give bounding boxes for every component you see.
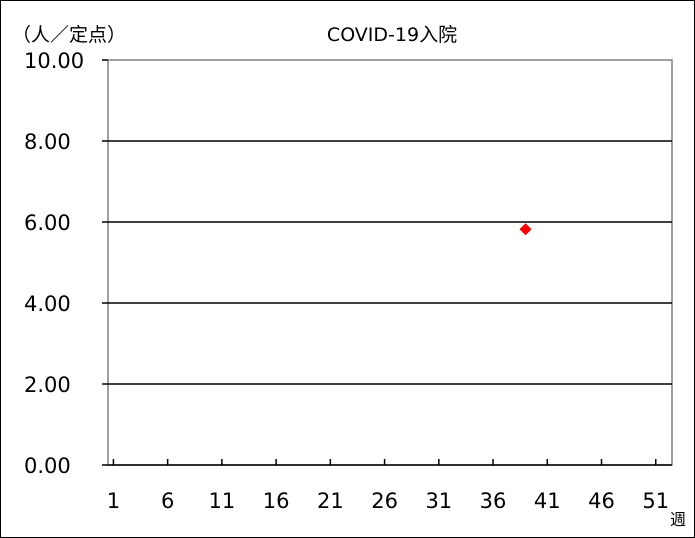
plot-border [107,59,673,466]
x-tick-label: 16 [263,489,290,513]
y-tick-label: 0.00 [24,454,71,478]
y-axis-unit-label: （人／定点） [12,24,126,46]
chart-title: COVID-19入院 [327,24,457,46]
x-tick-label: 26 [371,489,398,513]
y-tick-label: 8.00 [24,130,71,154]
data-point-marker [519,223,532,236]
y-tick-label: 2.00 [24,373,71,397]
x-tick-label: 41 [534,489,561,513]
y-tick-label: 6.00 [24,211,71,235]
x-tick-label: 6 [161,489,174,513]
y-tick-label: 10.00 [24,49,84,73]
y-tick-label: 4.00 [24,292,71,316]
x-tick-label: 11 [209,489,236,513]
x-tick-label: 51 [642,489,669,513]
x-tick-label: 36 [480,489,507,513]
x-tick-label: 1 [107,489,120,513]
x-tick-label: 46 [588,489,615,513]
x-axis-unit-label: 週 [670,510,686,529]
x-tick-label: 31 [425,489,452,513]
x-tick-label: 21 [317,489,344,513]
